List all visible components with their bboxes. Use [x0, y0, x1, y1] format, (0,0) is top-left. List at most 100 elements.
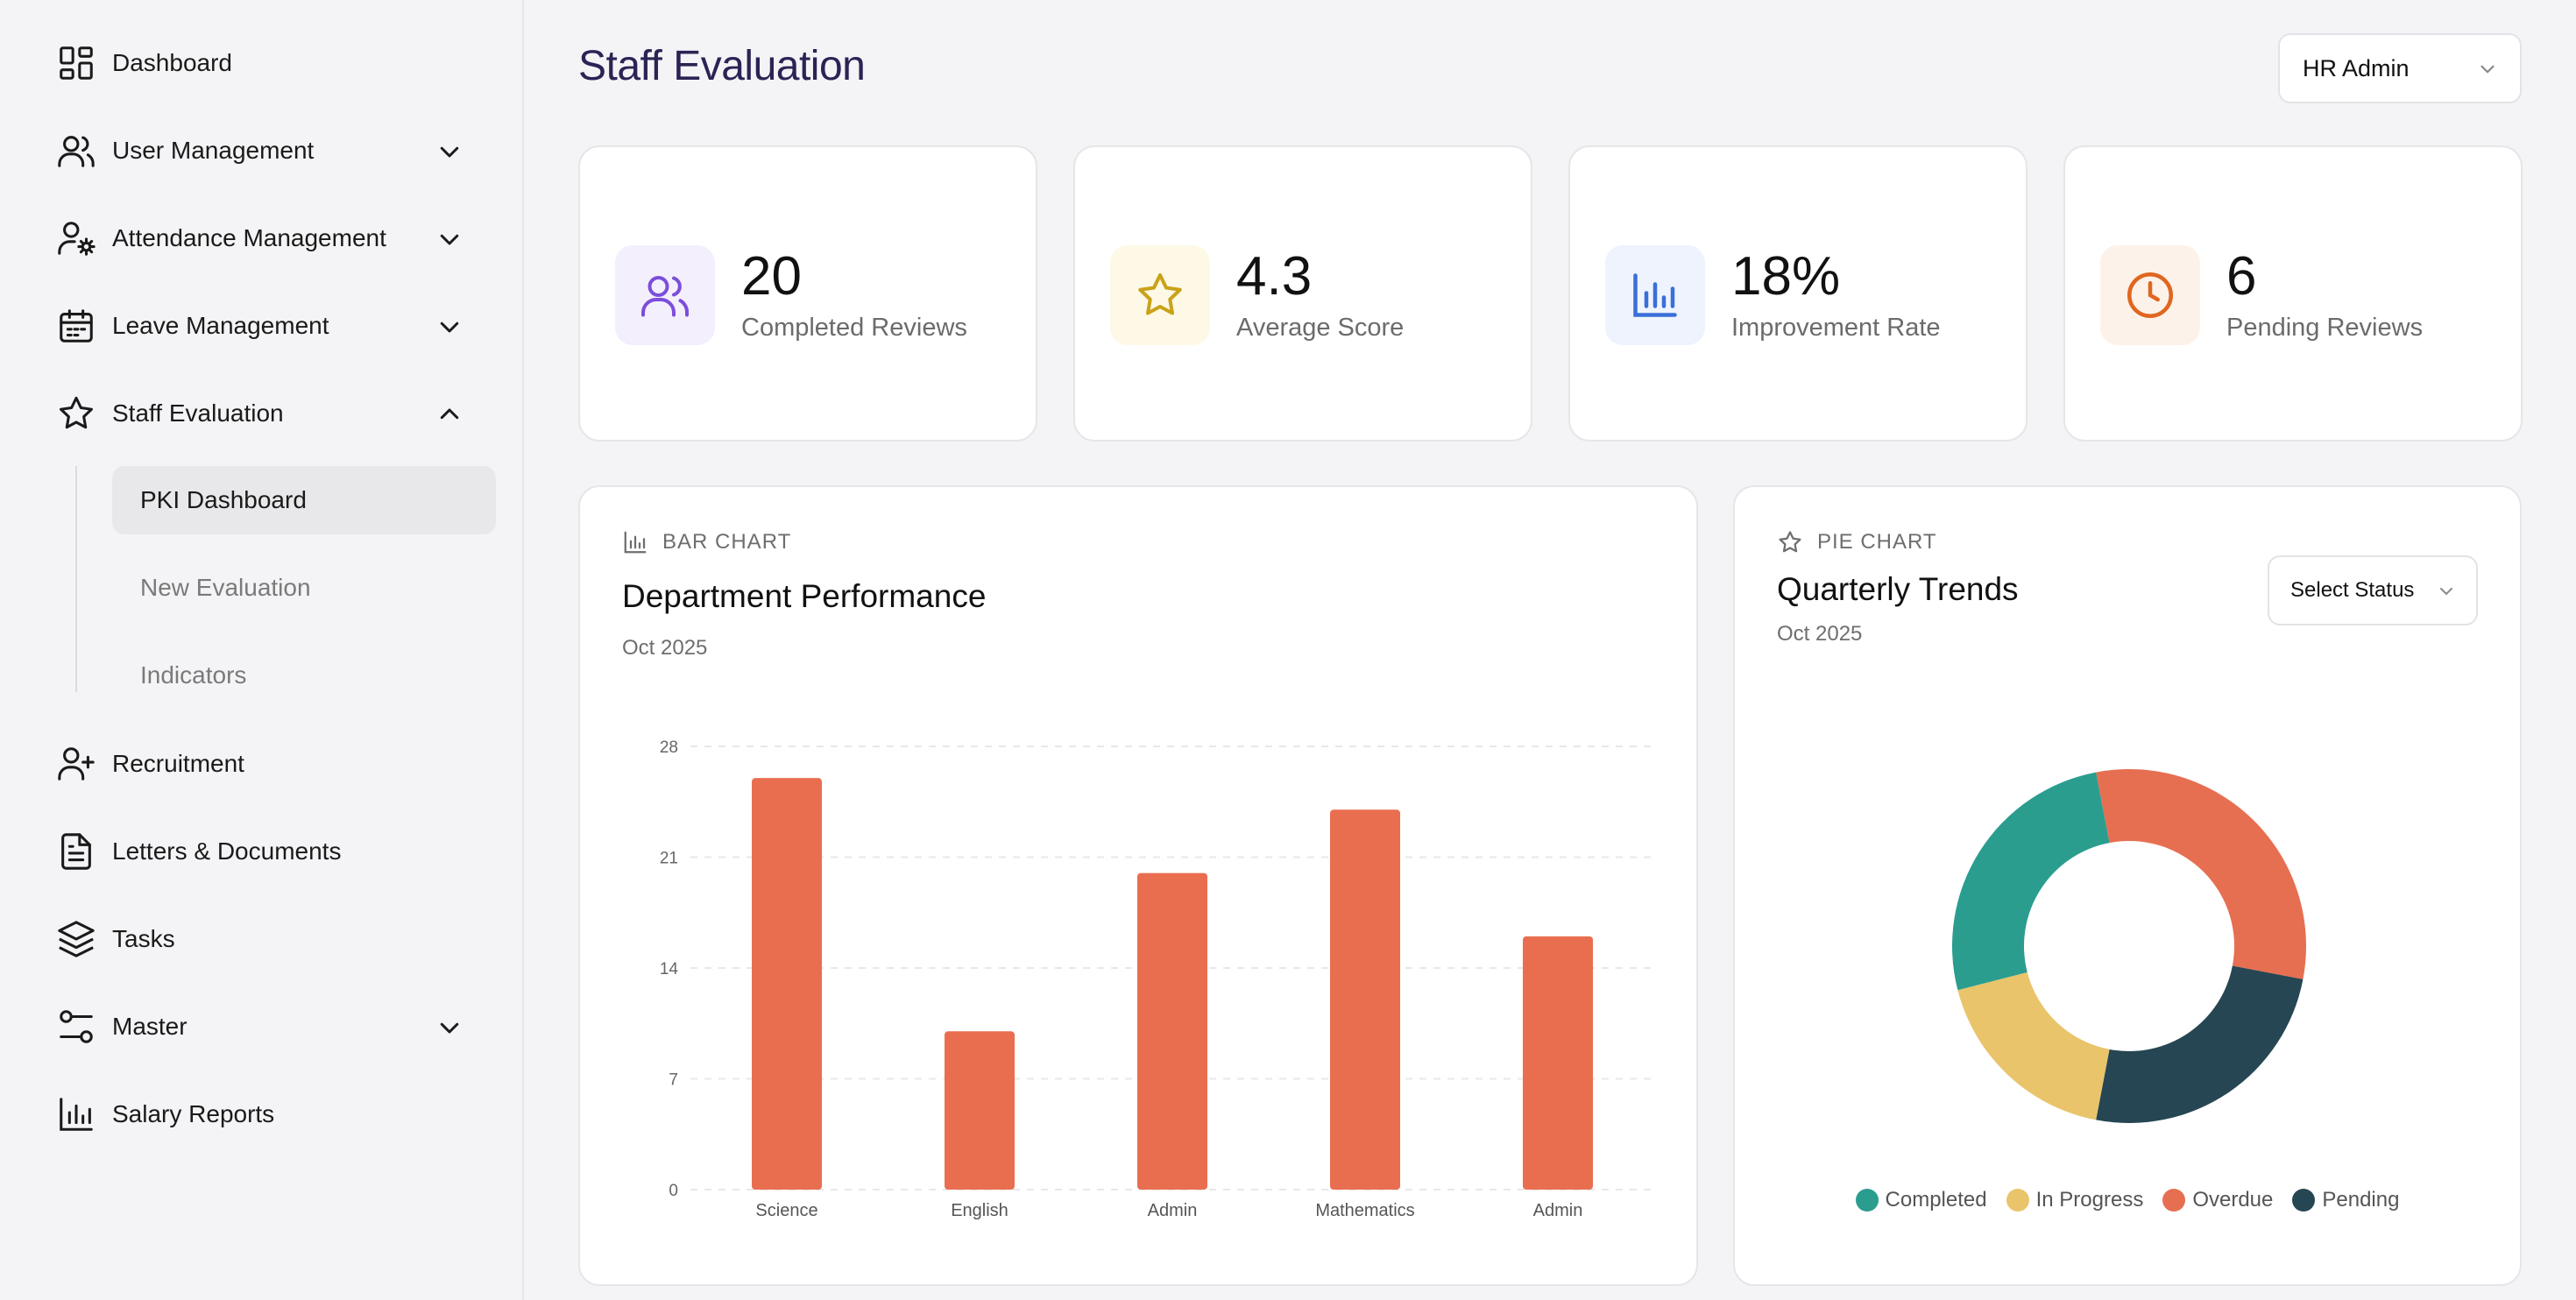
page-title: Staff Evaluation [578, 43, 866, 89]
legend-swatch [1855, 1189, 1879, 1212]
star-icon [1110, 245, 1210, 345]
bar [1137, 873, 1207, 1190]
sidebar-item-tasks[interactable]: Tasks [54, 911, 475, 967]
pie-chart [1952, 769, 2306, 1123]
users-icon [54, 129, 98, 173]
chevron-down-icon [440, 146, 459, 158]
card-subtitle: Oct 2025 [1777, 622, 1863, 646]
sidebar-item-label: Leave Management [112, 312, 329, 339]
y-tick-label: 28 [660, 738, 678, 757]
x-tick-label: Admin [1533, 1201, 1583, 1220]
stat-card-improvement-rate: 18% Improvement Rate [1568, 145, 2028, 442]
sidebar-item-letters-documents[interactable]: Letters & Documents [54, 823, 475, 880]
clock-icon [2100, 245, 2200, 345]
legend-swatch [2006, 1189, 2029, 1212]
sidebar-item-label: Letters & Documents [112, 837, 342, 865]
legend-label: Overdue [2192, 1188, 2274, 1212]
legend-item: Completed [1855, 1188, 1987, 1212]
bar-chart: 0 7 14 21 28 Science English Admin Mathematics Ad… [660, 738, 1654, 1220]
y-tick-label: 21 [660, 850, 678, 868]
bar [1523, 936, 1593, 1190]
pie-slice [1952, 772, 2110, 991]
stat-card-pending-reviews: 6 Pending Reviews [2063, 145, 2523, 442]
y-tick-label: 14 [660, 960, 679, 979]
user-cog-icon [54, 216, 98, 260]
dashboard-icon [54, 41, 98, 85]
sidebar-item-label: Tasks [112, 925, 175, 952]
sidebar-subitem-new-evaluation[interactable]: New Evaluation [140, 574, 311, 601]
sidebar-item-dashboard[interactable]: Dashboard [54, 35, 475, 91]
chart-legend: Completed In Progress Overdue Pending [1735, 1188, 2520, 1212]
chevron-up-icon [440, 408, 459, 420]
stat-card-average-score: 4.3 Average Score [1073, 145, 1532, 442]
card-kicker-text: BAR CHART [662, 530, 792, 554]
stat-card-completed-reviews: 20 Completed Reviews [578, 145, 1037, 442]
star-icon [54, 392, 98, 435]
y-tick-label: 7 [669, 1071, 678, 1090]
sidebar-item-salary-reports[interactable]: Salary Reports [54, 1086, 475, 1142]
x-tick-label: Science [755, 1201, 817, 1220]
sidebar-item-label: User Management [112, 137, 315, 164]
card-title: Department Performance [622, 578, 987, 614]
star-icon [1779, 531, 1801, 553]
user-plus-icon [54, 742, 98, 786]
role-select[interactable]: HR Admin [2278, 33, 2522, 103]
legend-swatch [2292, 1189, 2316, 1212]
bar-chart-icon [1605, 245, 1705, 345]
legend-label: Pending [2322, 1188, 2400, 1212]
sidebar-subitem-indicators[interactable]: Indicators [140, 661, 247, 689]
stat-label: Improvement Rate [1731, 314, 1941, 342]
bar [752, 778, 822, 1190]
stat-label: Completed Reviews [741, 314, 967, 342]
sidebar-item-label: Salary Reports [112, 1100, 275, 1127]
calendar-icon [54, 304, 98, 348]
bar-chart-icon [54, 1092, 98, 1136]
chevron-down-icon [2480, 65, 2495, 74]
sidebar-item-master[interactable]: Master [54, 999, 475, 1055]
pie-slice [2096, 965, 2304, 1123]
stat-value: 20 [741, 246, 802, 307]
card-kicker: PIE CHART [1777, 529, 1937, 555]
card-title: Quarterly Trends [1777, 571, 2019, 607]
document-icon [54, 830, 98, 873]
x-tick-label: Admin [1148, 1201, 1198, 1220]
status-select-placeholder: Select Status [2290, 578, 2415, 602]
sidebar-item-attendance-management[interactable]: Attendance Management [54, 210, 475, 266]
sidebar-item-leave-management[interactable]: Leave Management [54, 298, 475, 354]
stat-value: 6 [2226, 246, 2257, 307]
sidebar-item-label: Staff Evaluation [112, 399, 284, 427]
x-tick-label: Mathematics [1315, 1201, 1414, 1220]
sidebar-item-user-management[interactable]: User Management [54, 123, 475, 179]
card-subtitle: Oct 2025 [622, 636, 708, 660]
bar-chart-card: BAR CHART Department Performance Oct 202… [578, 485, 1698, 1286]
sidebar-item-label: Dashboard [112, 49, 232, 76]
status-select[interactable]: Select Status [2268, 555, 2478, 625]
legend-item: In Progress [2006, 1188, 2144, 1212]
layers-icon [54, 917, 98, 961]
chevron-down-icon [440, 1022, 459, 1034]
y-tick-label: 0 [669, 1182, 678, 1200]
legend-label: Completed [1885, 1188, 1987, 1212]
sidebar-subitem-pki-dashboard[interactable]: PKI Dashboard [112, 466, 496, 534]
stat-value: 4.3 [1236, 246, 1313, 307]
users-icon [615, 245, 715, 345]
pie-slice [1957, 971, 2110, 1120]
bar-chart-icon [624, 531, 647, 554]
sidebar-item-label: Recruitment [112, 750, 244, 777]
submenu-guide-line [75, 466, 77, 692]
stat-label: Pending Reviews [2226, 314, 2424, 342]
role-select-value: HR Admin [2303, 54, 2410, 81]
x-tick-label: English [951, 1201, 1008, 1220]
bar [945, 1031, 1015, 1190]
chevron-down-icon [2440, 588, 2452, 595]
sidebar-item-recruitment[interactable]: Recruitment [54, 736, 475, 792]
card-kicker: BAR CHART [622, 529, 791, 555]
legend-item: Pending [2292, 1188, 2399, 1212]
stat-label: Average Score [1236, 314, 1405, 342]
sidebar-item-label: Master [112, 1013, 188, 1040]
legend-label: In Progress [2035, 1188, 2144, 1212]
sidebar-item-label: Attendance Management [112, 224, 386, 251]
sidebar-item-staff-evaluation[interactable]: Staff Evaluation [54, 385, 475, 442]
legend-item: Overdue [2162, 1188, 2273, 1212]
legend-swatch [2162, 1189, 2186, 1212]
